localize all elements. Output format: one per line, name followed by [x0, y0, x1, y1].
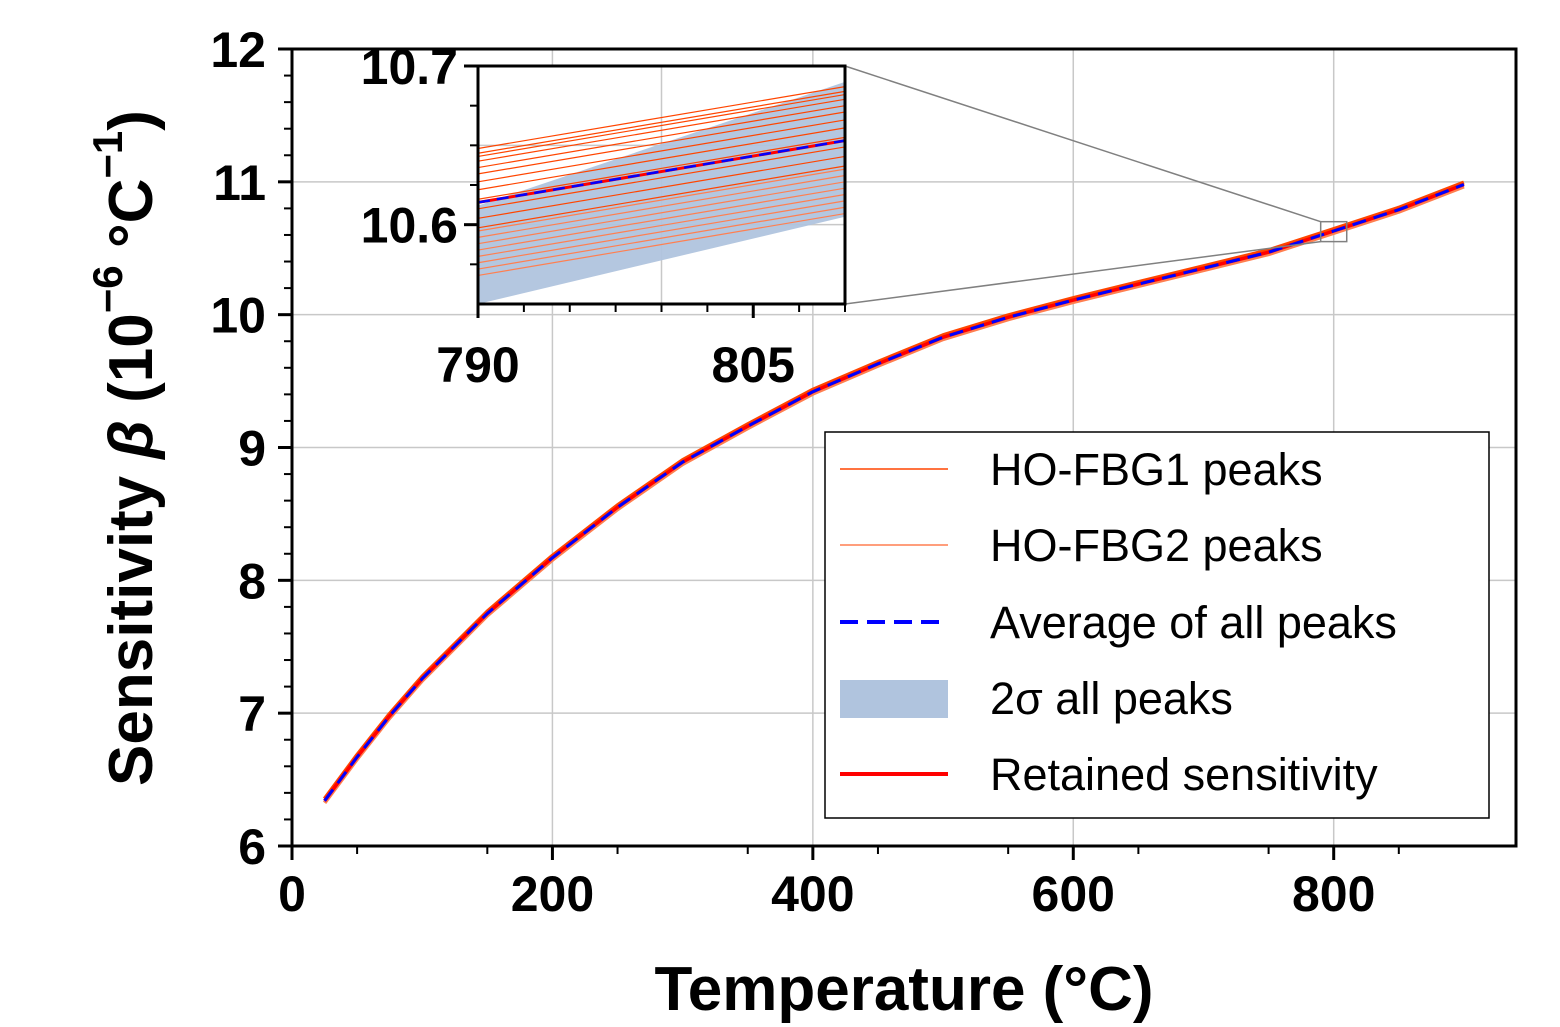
inset-hofbg1-line: [478, 105, 845, 169]
y-tick-label: 6: [238, 819, 266, 875]
x-tick-label: 0: [278, 866, 306, 922]
inset-plot: 790 805 10.6 10.7: [361, 39, 847, 393]
inset-hofbg1-line: [478, 155, 845, 219]
inset-hofbg2-line: [478, 206, 845, 270]
legend-swatch-band: [840, 680, 948, 718]
inset-data: [478, 66, 845, 304]
y-tick-label: 8: [238, 553, 266, 609]
x-tick-label: 600: [1032, 866, 1115, 922]
y-axis-title-open: (10: [97, 313, 166, 420]
y-axis-title-prefix: Sensitivity: [97, 459, 166, 786]
inset-hofbg2-line: [478, 212, 845, 277]
inset-hofbg1-line: [478, 90, 845, 154]
legend-label-hofbg1: HO-FBG1 peaks: [990, 444, 1323, 495]
average-curve: [323, 183, 1465, 802]
inset-hofbg2-line: [478, 181, 845, 245]
inset-hofbg1-line: [478, 136, 845, 200]
y-tick-label: 10: [210, 288, 266, 344]
legend-box: [824, 431, 1490, 819]
legend-label-band: 2σ all peaks: [990, 673, 1233, 724]
inset-hofbg1-line: [478, 111, 845, 175]
main-data: [322, 180, 1465, 804]
inset-y-tick-label: 10.6: [361, 198, 458, 254]
legend-label-retained: Retained sensitivity: [990, 749, 1378, 800]
x-axis-title: Temperature (°C): [654, 955, 1153, 1024]
zoom-indicator: [844, 65, 1348, 305]
legend-label-hofbg2: HO-FBG2 peaks: [990, 520, 1323, 571]
inset-hofbg2-line: [478, 200, 845, 264]
main-ticks: 0 200 400 600 800 6 7 8 9 10 11 12: [210, 22, 1400, 922]
inset-x-tick-label: 805: [712, 337, 795, 393]
zoom-region-box: [1319, 220, 1348, 243]
x-tick-label: 800: [1292, 866, 1375, 922]
y-axis-title-unit: °C: [97, 179, 166, 266]
inset-hofbg1-line: [478, 119, 845, 183]
legend: HO-FBG1 peaks HO-FBG2 peaks Average of a…: [824, 431, 1490, 819]
inset-hofbg1-line: [478, 127, 845, 191]
inset-average-line: [478, 139, 845, 204]
y-axis-title-close: ): [97, 110, 166, 131]
inset-hofbg1-line: [478, 93, 845, 158]
inset-hofbg1-line: [478, 146, 845, 210]
sigma-band: [478, 81, 845, 304]
zoom-connector-bottom: [844, 240, 1321, 305]
inset-x-tick-label: 790: [436, 337, 519, 393]
inset-y-tick-label: 10.7: [361, 39, 458, 95]
x-tick-label: 200: [511, 866, 594, 922]
y-tick-label: 12: [210, 22, 266, 78]
y-tick-label: 7: [238, 686, 266, 742]
y-tick-label: 9: [238, 421, 266, 477]
inset-hofbg2-line: [478, 174, 845, 238]
inset-hofbg2-line: [478, 168, 845, 232]
inset-hofbg1-line: [478, 98, 845, 162]
y-axis-title-exponent-2: −1: [84, 131, 131, 179]
inset-hofbg1-line: [478, 165, 845, 229]
y-axis-title-symbol: β: [97, 420, 166, 460]
inset-hofbg2-line: [478, 187, 845, 251]
zoom-connector-top: [844, 65, 1321, 223]
y-tick-label: 11: [213, 155, 266, 211]
inset-hofbg2-line: [478, 193, 845, 257]
y-axis-title-exponent-1: −6: [84, 265, 131, 313]
legend-label-average: Average of all peaks: [990, 597, 1397, 648]
x-tick-label: 400: [771, 866, 854, 922]
inset-hofbg1-line: [478, 86, 845, 150]
y-axis-title: Sensitivity β (10−6 °C−1): [84, 110, 166, 786]
